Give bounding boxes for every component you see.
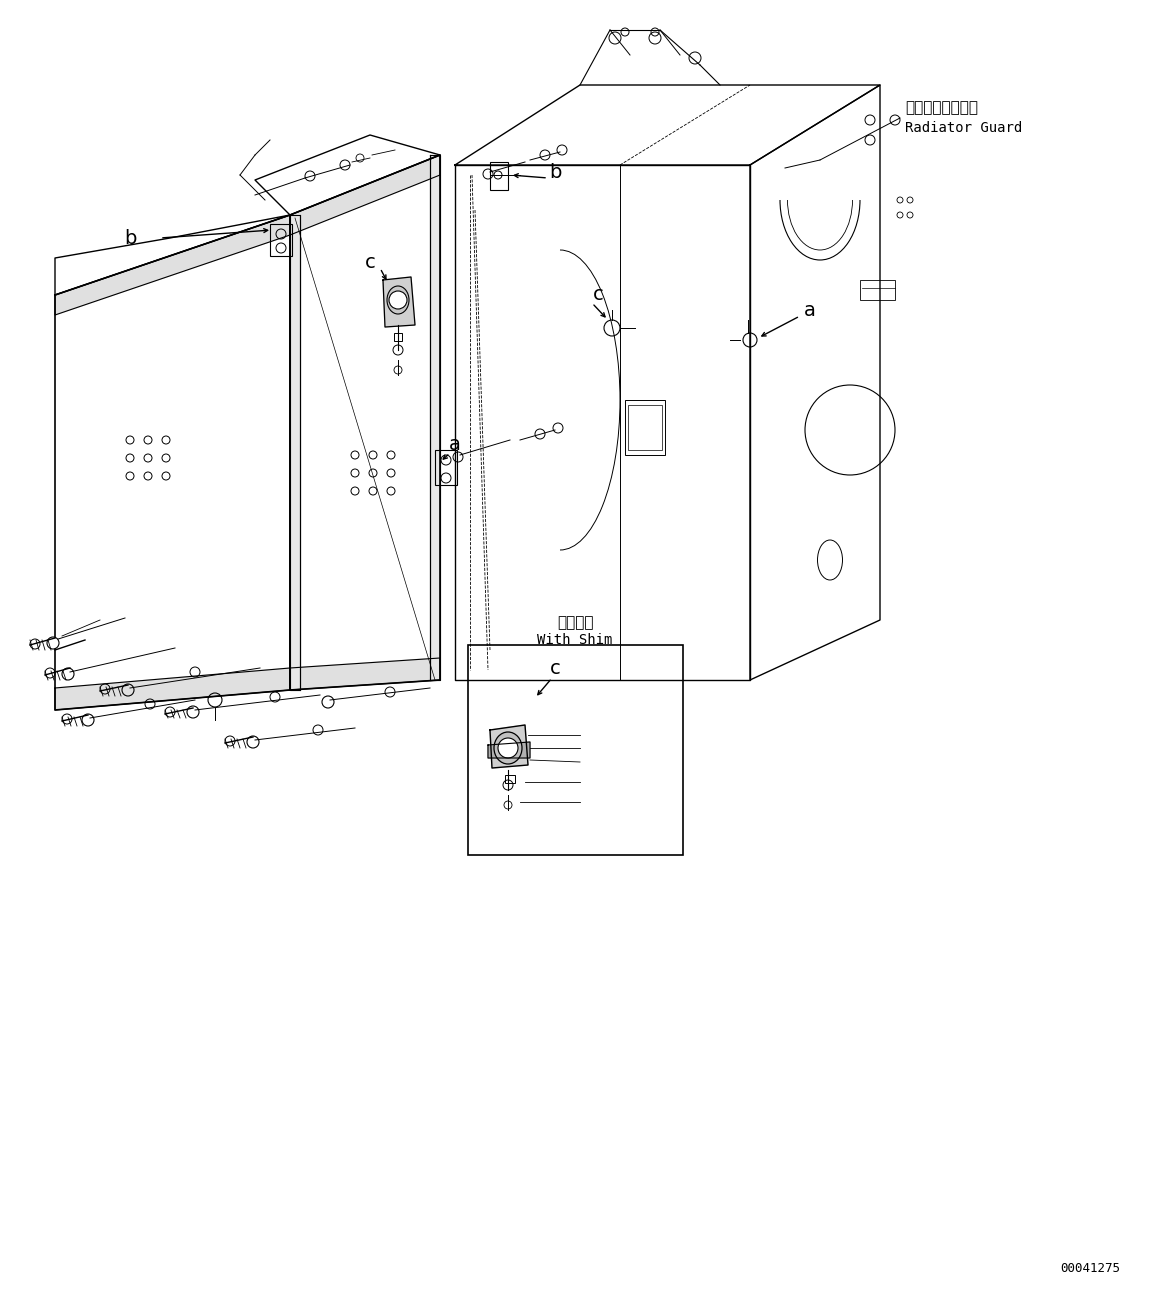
Text: c: c: [593, 285, 604, 304]
Text: シム付き: シム付き: [557, 615, 593, 631]
Ellipse shape: [387, 286, 409, 313]
Text: c: c: [365, 253, 376, 272]
Text: b: b: [123, 228, 136, 247]
Text: a: a: [804, 300, 816, 320]
Bar: [490, 162, 508, 190]
Ellipse shape: [494, 732, 522, 764]
Polygon shape: [55, 215, 290, 315]
Polygon shape: [430, 155, 440, 680]
Circle shape: [47, 637, 59, 649]
Text: b: b: [549, 162, 562, 181]
Polygon shape: [383, 277, 415, 328]
Bar: [270, 224, 292, 256]
Polygon shape: [55, 668, 290, 710]
Polygon shape: [290, 215, 300, 690]
Polygon shape: [490, 725, 528, 768]
Polygon shape: [290, 658, 440, 690]
Circle shape: [498, 738, 518, 758]
Text: a: a: [449, 435, 461, 455]
Polygon shape: [488, 742, 530, 758]
Bar: [435, 449, 457, 486]
Text: With Shim: With Shim: [537, 633, 613, 648]
Bar: [505, 774, 515, 783]
Text: ラジエータガード: ラジエータガード: [905, 101, 978, 115]
Bar: [468, 645, 683, 855]
Bar: [625, 400, 665, 455]
Polygon shape: [290, 155, 440, 234]
Text: c: c: [550, 658, 561, 677]
Text: 00041275: 00041275: [1059, 1261, 1120, 1274]
Bar: [859, 280, 896, 300]
Text: Radiator Guard: Radiator Guard: [905, 120, 1022, 135]
Bar: [394, 333, 402, 341]
Bar: [628, 405, 662, 449]
Circle shape: [388, 291, 407, 310]
